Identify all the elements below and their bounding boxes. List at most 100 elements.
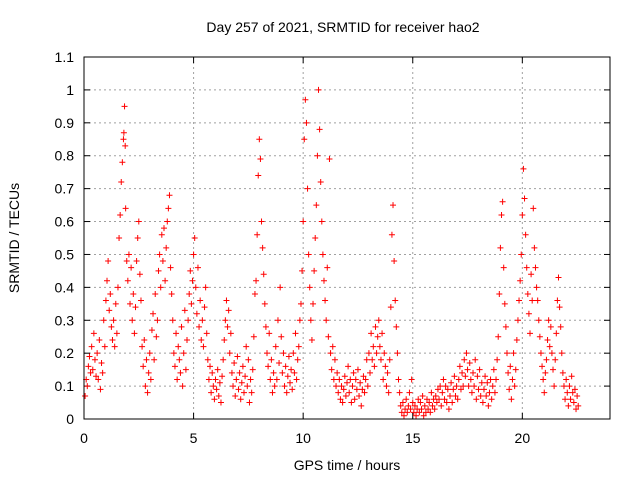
data-point	[111, 343, 118, 350]
data-point	[392, 297, 399, 304]
data-point	[269, 389, 276, 396]
data-point	[400, 412, 407, 419]
data-point	[278, 333, 285, 340]
data-point	[88, 343, 95, 350]
data-point	[476, 366, 483, 373]
data-point	[494, 356, 501, 363]
data-point	[394, 350, 401, 357]
data-point	[326, 156, 333, 163]
data-point	[127, 300, 134, 307]
data-point	[228, 369, 235, 376]
data-point	[223, 297, 230, 304]
x-axis-title: GPS time / hours	[294, 457, 401, 473]
data-point	[296, 317, 303, 324]
y-tick-label: 0.9	[55, 115, 75, 131]
data-point	[455, 376, 462, 383]
data-point	[429, 402, 436, 409]
data-point	[299, 267, 306, 274]
data-point	[407, 406, 414, 413]
data-point	[356, 392, 363, 399]
data-point	[189, 277, 196, 284]
data-point	[104, 277, 111, 284]
data-point	[518, 251, 525, 258]
data-point	[196, 323, 203, 330]
data-point	[152, 290, 159, 297]
data-point	[524, 290, 531, 297]
data-point	[567, 396, 574, 403]
data-point	[301, 136, 308, 143]
data-point	[507, 363, 514, 370]
data-point	[316, 126, 323, 133]
data-point	[117, 211, 124, 218]
data-point	[457, 386, 464, 393]
data-point	[388, 231, 395, 238]
data-point	[271, 383, 278, 390]
data-point	[510, 350, 517, 357]
data-point	[242, 373, 249, 380]
data-point	[105, 258, 112, 265]
data-point	[139, 343, 146, 350]
data-point	[151, 356, 158, 363]
data-point	[329, 343, 336, 350]
data-point	[199, 317, 206, 324]
data-point	[279, 369, 286, 376]
data-point	[148, 327, 155, 334]
data-point	[143, 356, 150, 363]
data-point	[304, 185, 311, 192]
data-point	[247, 376, 254, 383]
data-point	[184, 337, 191, 344]
data-point	[442, 383, 449, 390]
data-point	[262, 323, 269, 330]
y-tick-label: 0.4	[55, 279, 75, 295]
data-point	[381, 350, 388, 357]
data-point	[354, 366, 361, 373]
data-point	[312, 235, 319, 241]
data-point	[399, 399, 406, 406]
data-point	[419, 392, 426, 399]
data-point	[307, 317, 314, 324]
data-point	[201, 304, 208, 311]
y-tick-label: 0.8	[55, 148, 75, 164]
data-point	[257, 156, 264, 163]
data-point	[221, 337, 228, 344]
data-point	[568, 373, 575, 380]
data-point	[84, 383, 91, 390]
data-point	[342, 392, 349, 399]
data-point	[91, 356, 98, 363]
data-point	[267, 376, 274, 383]
data-point	[500, 264, 507, 271]
data-point	[322, 297, 329, 304]
data-point	[471, 383, 478, 390]
data-point	[462, 373, 469, 380]
data-point	[348, 399, 355, 406]
data-point	[357, 379, 364, 386]
data-point	[308, 337, 315, 344]
data-point	[368, 330, 375, 337]
data-point	[375, 317, 382, 324]
data-point	[146, 350, 153, 357]
data-point	[202, 284, 209, 291]
data-point	[562, 396, 569, 403]
x-tick-label: 0	[80, 430, 88, 446]
data-point	[483, 392, 490, 399]
data-point	[358, 402, 365, 409]
data-point	[236, 369, 243, 376]
data-point	[569, 389, 576, 396]
y-tick-label: 1	[66, 82, 74, 98]
data-point	[272, 343, 279, 350]
data-point	[413, 412, 420, 419]
data-point	[261, 300, 268, 307]
data-point	[213, 386, 220, 393]
y-tick-label: 0.1	[55, 378, 75, 394]
data-point	[529, 297, 536, 304]
data-point	[303, 119, 310, 126]
data-point	[187, 267, 194, 274]
data-point	[225, 307, 232, 314]
data-point	[480, 386, 487, 393]
data-point	[186, 290, 193, 297]
data-point	[372, 323, 379, 330]
data-point	[165, 205, 172, 212]
data-point	[141, 337, 148, 344]
data-point	[533, 284, 540, 291]
